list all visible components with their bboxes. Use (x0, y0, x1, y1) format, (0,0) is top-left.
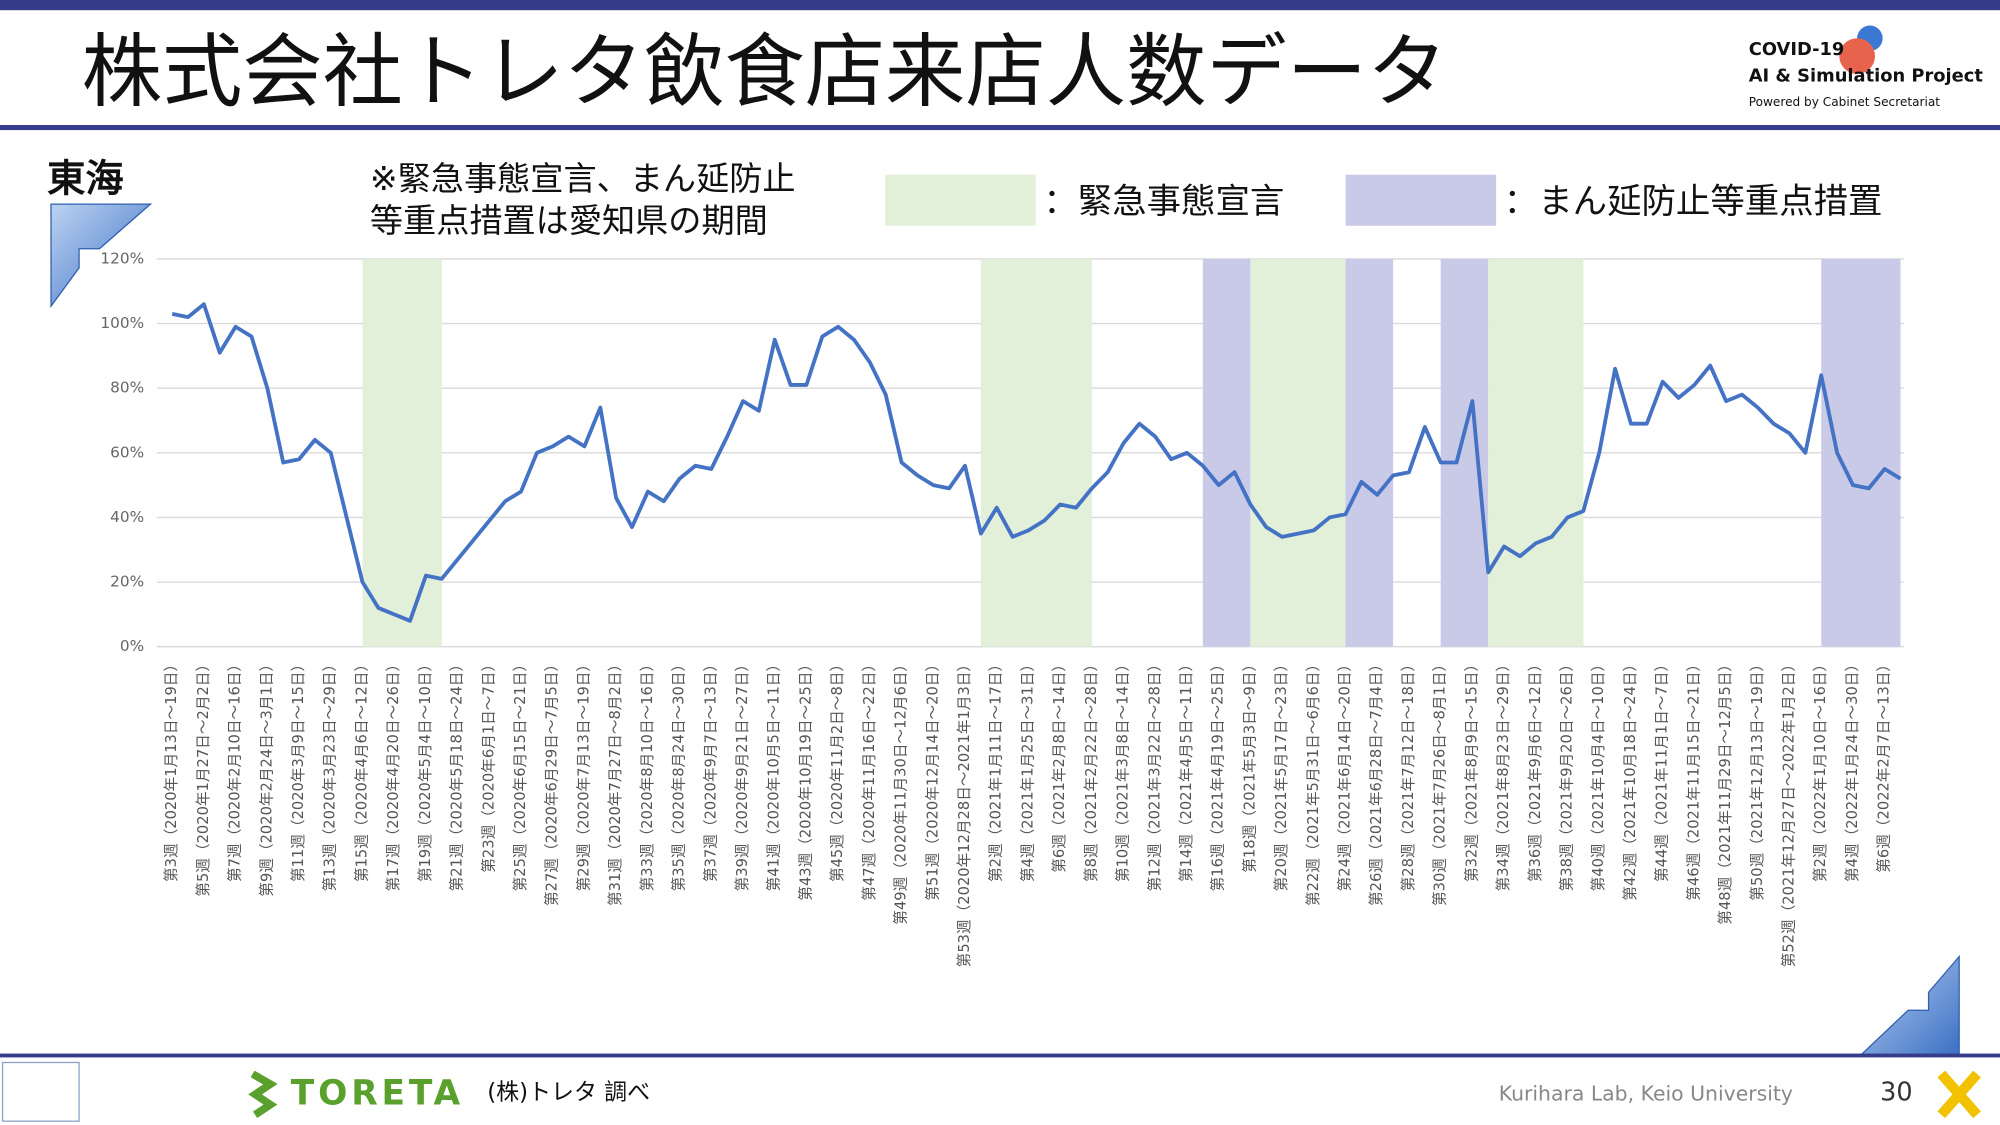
x-tick-label: 第32週（2021年8月9日～15日） (1462, 657, 1480, 882)
x-tick-label: 第2週（2022年1月10日～16日） (1811, 657, 1829, 882)
decoration (50, 203, 153, 309)
x-tick-label: 第14週（2021年4月5日～11日） (1177, 657, 1195, 882)
x-tick-label: 第5週（2020年1月27日～2月2日） (194, 657, 212, 897)
x-tick-label: 第4週（2021年1月25日～31日） (1018, 657, 1036, 882)
x-tick-label: 第9週（2020年2月24日～3月1日） (257, 657, 275, 897)
x-tick-label: 第10週（2021年3月8日～14日） (1114, 657, 1132, 882)
logo-dot (1839, 38, 1875, 74)
x-tick-label: 第49週（2020年11月30日～12月6日） (892, 657, 910, 925)
x-tick-label: 第6週（2022年2月7日～13日） (1875, 657, 1893, 873)
x-tick-label: 第18週（2021年5月3日～9日） (1240, 657, 1258, 873)
x-tick-label: 第3週（2020年1月13日～19日） (162, 657, 180, 882)
x-tick-label: 第28週（2021年7月12日～18日） (1399, 657, 1417, 891)
decoration (1858, 954, 1960, 1057)
y-tick-label: 100% (100, 314, 144, 332)
x-tick-label: 第47週（2020年11月16日～22日） (860, 657, 878, 901)
x-tick-label: 第20週（2021年5月17日～23日） (1272, 657, 1290, 891)
y-tick-label: 20% (110, 573, 144, 591)
period-band (362, 258, 442, 647)
data-line (171, 302, 1902, 623)
x-tick-label: 第7週（2020年2月10日～16日） (226, 657, 244, 882)
x-tick-label: 第26週（2021年6月28日～7月4日） (1367, 657, 1385, 906)
x-tick-label: 第51週（2020年12月14日～20日） (923, 657, 941, 901)
page-number: 30 (1880, 1078, 1912, 1108)
x-tick-label: 第39週（2020年9月21日～27日） (733, 657, 751, 891)
legend-swatch (1345, 174, 1497, 226)
y-tick-label: 40% (110, 508, 144, 526)
x-tick-label: 第52週（2021年12月27日～2022年1月2日） (1780, 657, 1798, 967)
title-rule (0, 125, 2000, 131)
x-tick-label: 第34週（2021年8月23日～29日） (1494, 657, 1512, 891)
legend-label: ：まん延防止等重点措置 (1504, 182, 1883, 222)
corner-logo (1937, 1070, 1981, 1119)
x-tick-label: 第42週（2021年10月18日～24日） (1621, 657, 1639, 901)
footer-rule (0, 1053, 2000, 1058)
x-tick-label: 第45週（2020年11月2日～8日） (828, 657, 846, 882)
logo-text: Powered by Cabinet Secretariat (1749, 95, 1941, 109)
x-tick-label: 第33週（2020年8月10日～16日） (638, 657, 656, 891)
x-tick-label: 第53週（2020年12月28日～2021年1月3日） (955, 657, 973, 967)
period-band (1440, 258, 1489, 647)
x-tick-label: 第13週（2020年3月23日～29日） (321, 657, 339, 891)
x-tick-label: 第22週（2021年5月31日～6月6日） (1304, 657, 1322, 906)
x-tick-label: 第16週（2021年4月19日～25日） (1209, 657, 1227, 891)
x-tick-label: 第24週（2021年6月14日～20日） (1336, 657, 1354, 891)
chart: 0% 20% 40% 60% 80% 100% 120% ：緊急事態宣言 ：まん延防止等重点措置… (100, 174, 1905, 967)
x-tick-label: 第21週（2020年5月18日～24日） (448, 657, 466, 891)
logo-text: AI & Simulation Project (1749, 66, 1984, 87)
x-tick-label: 第48週（2021年11月29日～12月5日） (1716, 657, 1734, 925)
x-tick-label: 第25週（2020年6月15日～21日） (511, 657, 529, 891)
lab-credit: Kurihara Lab, Keio University (1499, 1082, 1793, 1106)
y-tick-label: 60% (110, 443, 144, 461)
x-tick-label: 第8週（2021年2月22日～28日） (1082, 657, 1100, 882)
x-tick-label: 第17週（2020年4月20日～26日） (384, 657, 402, 891)
y-tick-label: 80% (110, 379, 144, 397)
y-tick-label: 0% (120, 637, 144, 655)
x-tick-label: 第15週（2020年4月6日～12日） (352, 657, 370, 882)
x-tick-label: 第6週（2021年2月8日～14日） (1050, 657, 1068, 873)
x-tick-label: 第50週（2021年12月13日～19日） (1748, 657, 1766, 901)
note: 等重点措置は愛知県の期間 (370, 201, 768, 240)
logo-text: COVID-19 (1749, 39, 1845, 60)
x-tick-label: 第35週（2020年8月24日～30日） (670, 657, 688, 891)
x-tick-label: 第11週（2020年3月9日～15日） (289, 657, 307, 882)
x-tick-label: 第23週（2020年6月1日～7日） (479, 657, 497, 873)
period-band (1345, 258, 1394, 647)
x-tick-label: 第46週（2021年11月15日～21日） (1684, 657, 1702, 901)
y-tick-label: 120% (100, 249, 144, 267)
brand-icon (248, 1070, 278, 1118)
period-band (1821, 258, 1901, 647)
legend-swatch (885, 174, 1036, 226)
top-bar (0, 0, 2000, 11)
x-tick-label: 第4週（2022年1月24日～30日） (1843, 657, 1861, 882)
period-band (1250, 258, 1346, 647)
x-tick-label: 第38週（2021年9月20日～26日） (1558, 657, 1576, 891)
x-tick-label: 第2週（2021年1月11日～17日） (987, 657, 1005, 882)
x-tick-label: 第31週（2020年7月27日～8月2日） (606, 657, 624, 906)
x-tick-label: 第41週（2020年10月5日～11日） (765, 657, 783, 891)
x-tick-label: 第44週（2021年11月1日～7日） (1653, 657, 1671, 882)
x-tick-label: 第29週（2020年7月13日～19日） (574, 657, 592, 891)
brand: TORETA (291, 1074, 464, 1114)
x-tick-label: 第43週（2020年10月19日～25日） (796, 657, 814, 901)
period-band (1488, 258, 1584, 647)
lab-logo (1, 1061, 80, 1122)
note: ※緊急事態宣言、まん延防止 (370, 159, 796, 198)
period-band (1202, 258, 1251, 647)
title: 株式会社トレタ飲食店来店人数データ (82, 24, 1448, 118)
source: (株)トレタ 調べ (487, 1079, 650, 1105)
x-tick-label: 第12週（2021年3月22日～28日） (1145, 657, 1163, 891)
period-band (980, 258, 1092, 647)
x-tick-label: 第37週（2020年9月7日～13日） (701, 657, 719, 882)
x-tick-label: 第27週（2020年6月29日～7月5日） (543, 657, 561, 906)
legend-label: ：緊急事態宣言 (1043, 182, 1284, 222)
x-tick-label: 第30週（2021年7月26日～8月1日） (1431, 657, 1449, 906)
x-tick-label: 第36週（2021年9月6日～12日） (1526, 657, 1544, 882)
region-label: 東海 (47, 156, 124, 201)
x-tick-label: 第19週（2020年5月4日～10日） (416, 657, 434, 882)
x-tick-label: 第40週（2021年10月4日～10日） (1589, 657, 1607, 891)
